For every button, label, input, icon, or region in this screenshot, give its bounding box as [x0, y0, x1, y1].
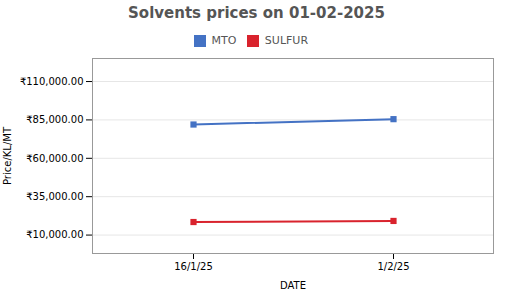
svg-text:Price/KL/MT: Price/KL/MT: [2, 126, 13, 185]
html-text:Solvents prices on 01-02-2025: Solvents prices on 01-02-2025: [128, 4, 385, 22]
svg-text:₹60,000.00: ₹60,000.00: [26, 153, 83, 164]
svg-text:₹110,000.00: ₹110,000.00: [20, 76, 84, 87]
svg-text:₹35,000.00: ₹35,000.00: [26, 191, 83, 202]
svg-text:₹10,000.00: ₹10,000.00: [26, 229, 83, 240]
svg-text:16/1/25: 16/1/25: [174, 261, 213, 272]
svg-text:DATE: DATE: [280, 280, 306, 291]
html-text:SULFUR: SULFUR: [264, 34, 308, 47]
html-text:MTO: MTO: [211, 34, 237, 47]
svg-text:₹85,000.00: ₹85,000.00: [26, 114, 83, 125]
svg-text:1/2/25: 1/2/25: [377, 261, 409, 272]
